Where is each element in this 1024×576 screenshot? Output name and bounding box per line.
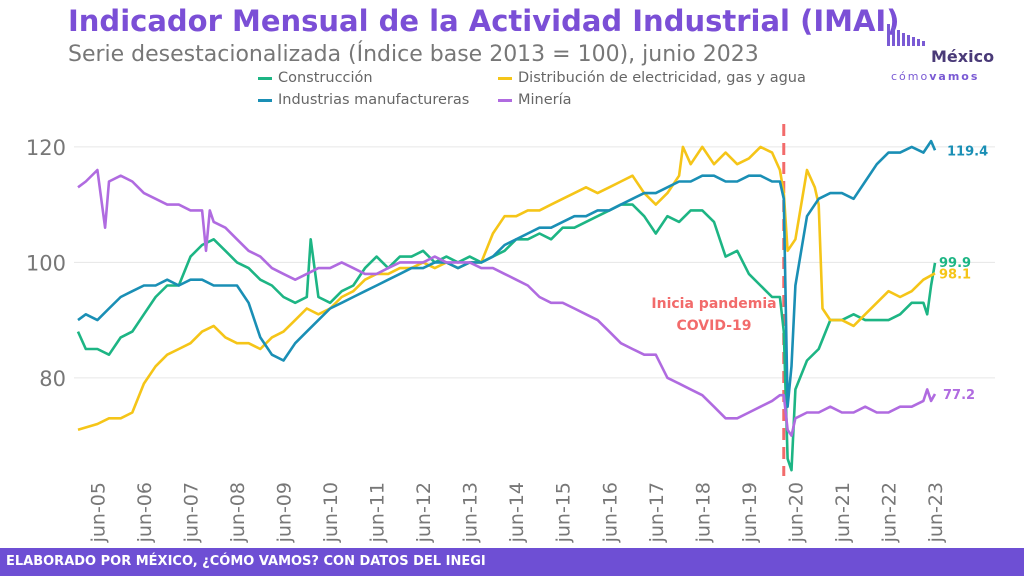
end-value-label-mineria: 77.2 <box>943 388 975 403</box>
series-line-electricidad <box>77 145 936 432</box>
line-chart: 80 100 120 jun-05 jun-06 jun-07 jun-08 jun-09 ju… <box>26 124 995 543</box>
legend-item-electricidad: Distribución de electricidad, gas y agua <box>498 70 806 86</box>
logo-tagline: cómovamos <box>891 70 980 83</box>
x-tick-label: jun-13 <box>460 482 482 543</box>
end-value-label-manufactureras: 119.4 <box>947 144 988 159</box>
x-tick-label: jun-17 <box>646 482 668 543</box>
x-tick-label: jun-20 <box>785 482 807 543</box>
end-value-label-electricidad: 98.1 <box>939 267 971 282</box>
x-tick-label: jun-07 <box>180 482 202 543</box>
legend-label-manufactureras: Industrias manufactureras <box>278 92 470 108</box>
x-tick-label: jun-23 <box>925 482 947 543</box>
x-tick-label: jun-15 <box>553 482 575 543</box>
x-tick-label: jun-14 <box>506 482 528 543</box>
x-tick-label: jun-21 <box>832 482 854 543</box>
logo-name: México <box>931 47 995 66</box>
series-line-mineria <box>77 168 937 437</box>
legend-item-mineria: Minería <box>498 92 572 108</box>
x-tick-label: jun-12 <box>413 482 435 543</box>
legend-swatch-electricidad <box>498 76 512 80</box>
x-tick-label: jun-19 <box>739 482 761 543</box>
legend-label-construccion: Construcción <box>278 70 373 86</box>
x-tick-label: jun-09 <box>274 482 296 543</box>
x-tick-label: jun-10 <box>320 482 342 543</box>
series-line-construccion <box>76 203 937 472</box>
mexico-como-vamos-logo: México cómovamos <box>887 20 1007 90</box>
page-title: Indicador Mensual de la Actividad Indust… <box>68 4 900 38</box>
x-tick-label: jun-08 <box>227 482 249 543</box>
annotation-label: Inicia pandemia <box>651 296 776 312</box>
series-line-manufactureras <box>77 139 937 408</box>
page-subtitle: Serie desestacionalizada (Índice base 20… <box>68 42 759 67</box>
legend-swatch-manufactureras <box>258 98 272 102</box>
footer-bar: ELABORADO POR MÉXICO, ¿CÓMO VAMOS? CON D… <box>0 548 1024 576</box>
legend-item-manufactureras: Industrias manufactureras <box>258 92 469 108</box>
x-tick-label: jun-06 <box>134 482 156 543</box>
annotation-label: COVID-19 <box>676 318 751 334</box>
legend-label-mineria: Minería <box>518 92 572 108</box>
y-tick-label: 100 <box>26 251 66 275</box>
y-tick-label: 120 <box>26 136 66 160</box>
x-tick-label: jun-22 <box>878 482 900 543</box>
x-tick-label: jun-11 <box>367 482 389 543</box>
legend-item-construccion: Construcción <box>258 70 373 86</box>
x-tick-label: jun-16 <box>599 482 621 543</box>
x-tick-label: jun-18 <box>692 482 714 543</box>
x-tick-label: jun-05 <box>87 482 109 543</box>
end-value-label-construccion: 99.9 <box>939 256 971 271</box>
y-tick-label: 80 <box>39 367 66 391</box>
legend-label-electricidad: Distribución de electricidad, gas y agua <box>518 70 806 86</box>
legend-swatch-construccion <box>258 76 272 80</box>
legend-swatch-mineria <box>498 98 512 102</box>
footer-credit: ELABORADO POR MÉXICO, ¿CÓMO VAMOS? CON D… <box>6 554 486 569</box>
